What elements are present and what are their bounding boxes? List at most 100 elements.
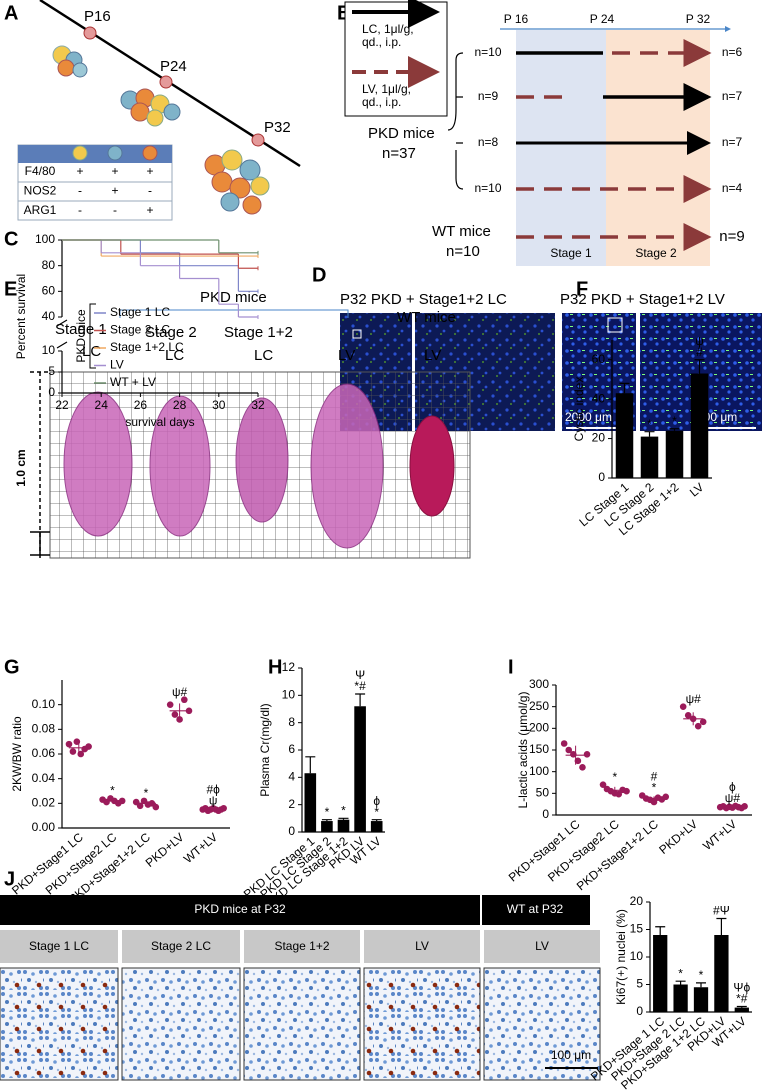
panel-label: D [312, 264, 326, 286]
table-cell: + [146, 203, 153, 217]
significance-mark: # [651, 770, 658, 784]
y-tick-label: 2 [288, 797, 295, 811]
y-tick-label: 10 [42, 343, 56, 357]
significance-mark: ψ [209, 793, 218, 807]
y-axis-label: Cystic index [572, 377, 586, 442]
legend-label: Stage 2 LC [110, 323, 170, 337]
stage-label: WT mice [397, 309, 456, 326]
data-point [662, 793, 670, 801]
significance-mark: ψ# [686, 692, 702, 706]
y-tick-label: 0.06 [32, 746, 56, 760]
significance-mark: * [647, 417, 652, 431]
timepoint-label: P 32 [686, 12, 711, 26]
data-point [560, 740, 568, 747]
table-cell: + [146, 164, 153, 178]
y-tick-label: 0.04 [32, 771, 56, 785]
treatment-label: LC [254, 347, 273, 364]
error-bar [675, 980, 686, 985]
y-tick-label: 6 [288, 742, 295, 756]
x-tick-label: 28 [173, 398, 187, 412]
y-tick-label: 100 [529, 764, 549, 778]
y-tick-label: 100 [35, 232, 55, 246]
data-point [166, 701, 174, 708]
row-labels: n=10 n=6 n=9 n=7 n=8 n=7 n=10 n=4 [474, 45, 742, 195]
significance-mark: *# [736, 992, 748, 1006]
significance-mark: ψ# [725, 791, 741, 805]
row-end-label: n=7 [722, 89, 743, 103]
y-axis-label: Plasma Cr(mg/dl) [258, 703, 272, 796]
y-axis-label: Ki67(+) nuclei (%) [614, 909, 628, 1005]
bar [665, 430, 684, 478]
significance-mark: ϕ [373, 794, 380, 808]
group-header: WT at P32 [507, 902, 564, 916]
micrograph [243, 967, 361, 1081]
y-tick-label: 250 [529, 699, 549, 713]
significance-mark: Ψ [355, 668, 365, 682]
timepoint-label: P 24 [590, 12, 615, 26]
panel-label: A [4, 2, 18, 24]
bar [690, 373, 709, 478]
timepoint-dot [159, 75, 173, 89]
scale-label: 1.0 cm [14, 449, 28, 486]
y-tick-label: 0 [542, 807, 549, 821]
table-cell: + [111, 164, 118, 178]
y-tick-label: 4 [288, 770, 295, 784]
x-tick-label: 26 [134, 398, 148, 412]
bar [640, 436, 659, 478]
bar [714, 935, 729, 1012]
significance-mark: # [696, 345, 703, 359]
stage-label: Stage 1 [55, 321, 107, 338]
timepoint-label: P16 [84, 8, 111, 25]
group-label: PKD mice n=37 [368, 125, 435, 162]
significance-mark: #Ψ [713, 904, 730, 918]
panel-label: I [508, 656, 514, 678]
column-header [122, 930, 240, 963]
y-tick-label: 150 [529, 742, 549, 756]
data-point [181, 696, 188, 704]
row-header: F4/80 [25, 164, 56, 178]
error-bar [644, 431, 655, 437]
table-cell: - [113, 203, 117, 217]
data-point [152, 803, 160, 811]
panel-label: E [4, 278, 17, 300]
x-tick-label: PKD+LV [143, 830, 187, 870]
kidney [310, 383, 384, 549]
row-end-label: n=6 [722, 45, 743, 59]
significance-mark: * [374, 805, 379, 819]
y-tick-label: 10 [630, 949, 644, 963]
axis-line [555, 685, 752, 816]
y-tick-label: 0.02 [32, 796, 56, 810]
data-point [220, 804, 227, 812]
data-point [684, 712, 692, 719]
timepoint-dot [251, 133, 265, 147]
error-bar [321, 819, 332, 822]
stage-label: Stage 2 [635, 246, 677, 260]
y-tick-label: 0 [48, 385, 55, 399]
y-tick-label: 200 [529, 721, 549, 735]
y-tick-label: 10 [282, 688, 296, 702]
x-tick-label: PKD+LV [656, 817, 700, 857]
y-tick-label: 80 [42, 258, 56, 272]
column-header [484, 930, 600, 963]
legend-text: LC, 1μl/g, qd., i.p. [362, 22, 414, 49]
legend-group: PKD mice [74, 309, 88, 363]
row-start-label: n=10 [474, 181, 501, 195]
header-bar [0, 895, 590, 925]
significance-mark: * [110, 784, 115, 798]
stage-2-region [606, 30, 710, 266]
row-header: ARG1 [24, 203, 57, 217]
y-tick-label: 40 [42, 309, 56, 323]
y-axis-label: L-lactic acids (μmol/g) [516, 692, 530, 809]
error-bar [371, 819, 382, 822]
column-header [244, 930, 360, 963]
significance-mark: * [652, 781, 657, 795]
table-cell: - [78, 184, 82, 198]
significance-mark: ϕ [729, 780, 736, 794]
error-bar [619, 382, 630, 394]
error-bar [696, 982, 706, 988]
y-tick-label: 0.00 [32, 820, 56, 834]
bar [615, 393, 634, 478]
column-header [0, 930, 118, 963]
